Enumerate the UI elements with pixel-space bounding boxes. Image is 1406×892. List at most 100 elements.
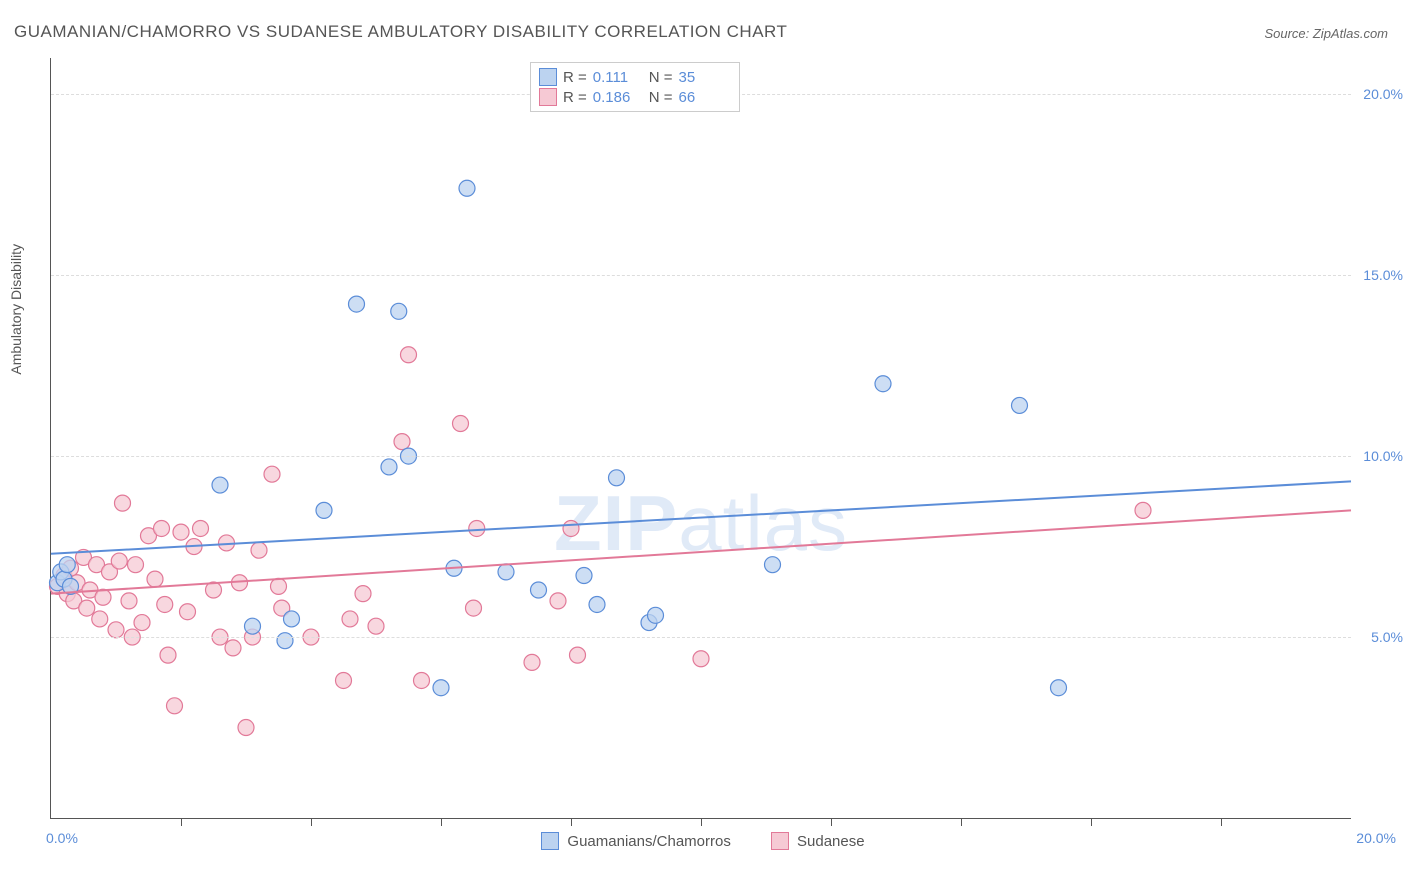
scatter-point (453, 416, 469, 432)
scatter-point (154, 520, 170, 536)
y-tick-label: 20.0% (1363, 86, 1403, 102)
x-tick (1091, 818, 1092, 826)
scatter-point (167, 698, 183, 714)
scatter-point (394, 434, 410, 450)
scatter-point (225, 640, 241, 656)
scatter-point (355, 586, 371, 602)
scatter-point (1135, 502, 1151, 518)
scatter-point (563, 520, 579, 536)
scatter-point (609, 470, 625, 486)
legend-series: Guamanians/Chamorros Sudanese (0, 832, 1406, 854)
scatter-point (316, 502, 332, 518)
scatter-point (349, 296, 365, 312)
scatter-point (401, 347, 417, 363)
scatter-point (128, 557, 144, 573)
x-tick (181, 818, 182, 826)
scatter-point (147, 571, 163, 587)
legend-swatch-blue (539, 68, 557, 86)
scatter-point (414, 672, 430, 688)
legend-label-0: Guamanians/Chamorros (567, 833, 730, 850)
scatter-point (570, 647, 586, 663)
x-axis-max-label: 20.0% (1356, 830, 1396, 846)
scatter-point (336, 672, 352, 688)
n-value-0: 35 (679, 69, 729, 86)
scatter-point (212, 477, 228, 493)
scatter-point (108, 622, 124, 638)
legend-stats-row-1: R = 0.186 N = 66 (539, 87, 729, 107)
scatter-point (550, 593, 566, 609)
y-tick-label: 10.0% (1363, 448, 1403, 464)
scatter-point (765, 557, 781, 573)
scatter-point (115, 495, 131, 511)
scatter-point (391, 303, 407, 319)
scatter-point (531, 582, 547, 598)
x-tick (571, 818, 572, 826)
scatter-point (693, 651, 709, 667)
scatter-point (251, 542, 267, 558)
legend-stats-row-0: R = 0.111 N = 35 (539, 67, 729, 87)
source-attribution: Source: ZipAtlas.com (1264, 26, 1388, 41)
scatter-point (271, 578, 287, 594)
trend-line (51, 510, 1351, 593)
grid-line (51, 637, 1351, 638)
legend-swatch-pink (539, 88, 557, 106)
legend-swatch-pink (771, 832, 789, 850)
x-tick (441, 818, 442, 826)
scatter-point (466, 600, 482, 616)
scatter-point (180, 604, 196, 620)
scatter-point (524, 654, 540, 670)
scatter-point (469, 520, 485, 536)
r-label: R = (563, 89, 587, 106)
scatter-point (173, 524, 189, 540)
x-tick (701, 818, 702, 826)
scatter-point (1012, 397, 1028, 413)
x-axis-min-label: 0.0% (46, 830, 78, 846)
scatter-point (433, 680, 449, 696)
legend-item-0: Guamanians/Chamorros (541, 832, 730, 850)
scatter-point (160, 647, 176, 663)
scatter-point (342, 611, 358, 627)
legend-swatch-blue (541, 832, 559, 850)
scatter-point (238, 720, 254, 736)
x-tick (961, 818, 962, 826)
scatter-point (498, 564, 514, 580)
y-tick-label: 5.0% (1371, 629, 1403, 645)
legend-stats: R = 0.111 N = 35 R = 0.186 N = 66 (530, 62, 740, 112)
scatter-point (459, 180, 475, 196)
scatter-point (277, 633, 293, 649)
scatter-point (368, 618, 384, 634)
scatter-point (648, 607, 664, 623)
scatter-point (193, 520, 209, 536)
scatter-point (134, 615, 150, 631)
x-tick (831, 818, 832, 826)
scatter-point (157, 596, 173, 612)
scatter-point (245, 618, 261, 634)
grid-line (51, 275, 1351, 276)
scatter-point (381, 459, 397, 475)
x-tick (1221, 818, 1222, 826)
n-label: N = (649, 69, 673, 86)
scatter-point (121, 593, 137, 609)
n-value-1: 66 (679, 89, 729, 106)
scatter-point (576, 568, 592, 584)
x-tick (311, 818, 312, 826)
n-label: N = (649, 89, 673, 106)
plot-area: ZIPatlas 5.0%10.0%15.0%20.0% (50, 58, 1351, 819)
r-value-0: 0.111 (593, 69, 643, 86)
scatter-point (92, 611, 108, 627)
grid-line (51, 456, 1351, 457)
scatter-point (79, 600, 95, 616)
scatter-point (264, 466, 280, 482)
y-tick-label: 15.0% (1363, 267, 1403, 283)
scatter-point (589, 596, 605, 612)
chart-title: GUAMANIAN/CHAMORRO VS SUDANESE AMBULATOR… (14, 22, 787, 42)
scatter-point (111, 553, 127, 569)
r-value-1: 0.186 (593, 89, 643, 106)
scatter-point (284, 611, 300, 627)
trend-line (51, 481, 1351, 553)
legend-label-1: Sudanese (797, 833, 865, 850)
scatter-point (875, 376, 891, 392)
y-axis-title: Ambulatory Disability (8, 244, 24, 375)
legend-item-1: Sudanese (771, 832, 865, 850)
scatter-point (1051, 680, 1067, 696)
